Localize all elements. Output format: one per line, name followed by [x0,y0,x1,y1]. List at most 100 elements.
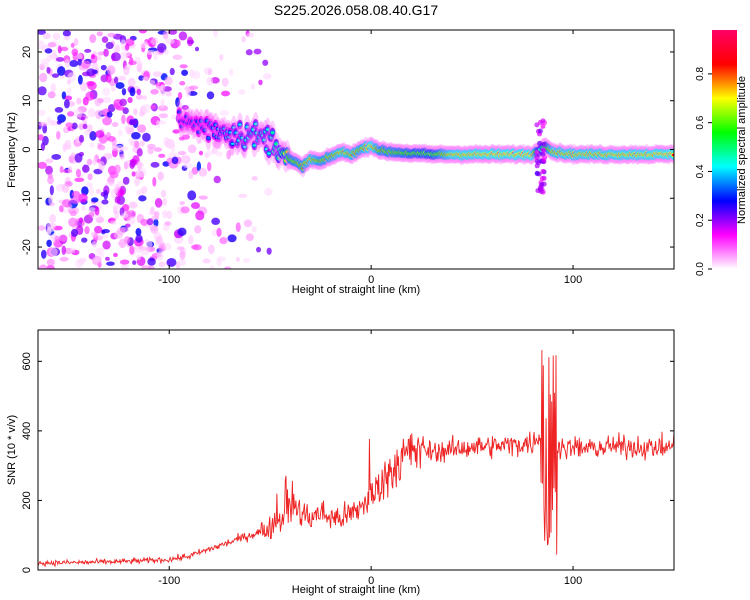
spectrogram-spread-blob [537,128,543,134]
spectrogram-noise-blob [154,197,163,208]
spectrogram-noise-blob [142,103,151,114]
spectrogram-noise-blob [38,225,46,231]
spectrogram-noise-blob [74,153,83,163]
spectrogram-noise-blob [198,167,208,177]
spectrogram-noise-blob [126,216,136,225]
spectrogram-noise-blob [227,234,237,243]
spectrogram-noise-blob [165,91,173,97]
spectrogram-noise-blob [71,48,79,56]
spectrogram-ridge-peak [240,136,245,140]
spectrogram-noise-blob [135,227,142,237]
spectrogram-noise-blob [38,109,46,116]
spectrogram-noise-blob [179,64,188,69]
spectrogram-noise-blob [103,189,109,200]
spectrogram-noise-blob [117,75,127,81]
colorbar-tick-label: 0.2 [695,213,706,227]
spectrogram-noise-blob [238,193,248,199]
spectrogram-noise-blob [66,79,72,85]
spectrogram-noise-blob [132,260,137,265]
spectrogram-noise-blob [243,219,253,228]
spectrogram-noise-blob [177,150,187,156]
spectrogram-noise-blob [95,109,102,120]
spectrogram-noise-blob [162,198,168,206]
spectrogram-noise-blob [151,215,160,221]
spectrogram-noise-blob [136,247,142,254]
spectrogram-noise-blob [153,147,163,152]
spectrogram-noise-blob [87,81,97,91]
spectrogram-noise-blob [163,243,172,251]
spectrogram-noise-blob [142,76,149,81]
spectrogram-noise-blob [74,177,85,183]
spectrogram-noise-blob [120,39,127,47]
x-tick-label: 100 [564,575,582,587]
spectrogram-spread-blob [540,118,546,124]
spectrogram-ridge-peak [253,122,258,126]
spectrogram-noise-blob [84,226,90,235]
spectrogram-noise-blob [127,97,133,104]
spectrogram-noise-blob [47,176,54,185]
spectrogram-noise-blob [166,210,173,220]
spectrogram-noise-blob [179,250,186,260]
spectrogram-noise-blob [202,258,211,264]
spectrogram-ridge-peak [206,136,211,140]
spectrogram-noise-blob [138,195,147,202]
spectrogram-noise-blob [187,190,197,201]
spectrogram-noise-blob [80,60,91,69]
spectrogram-noise-blob [235,222,241,233]
spectrogram-noise-blob [47,91,56,99]
spectrogram-noise-blob [38,134,44,141]
snr-x-label: Height of straight line (km) [292,584,420,596]
spectrogram-noise-blob [95,188,102,195]
spectrogram-noise-blob [150,89,159,95]
spectrogram-noise-blob [189,85,199,90]
spectrogram-noise-blob [135,94,143,100]
spectrogram-noise-blob [91,255,102,266]
spectrogram-noise-blob [79,134,85,143]
spectrogram-noise-blob [76,53,83,60]
spectrogram-noise-blob [253,48,262,55]
spectrogram-noise-blob [108,266,114,269]
spectrogram-noise-blob [58,234,68,242]
spectrogram-spread-blob [534,150,540,156]
spectrogram-noise-blob [39,72,48,83]
spectrogram-noise-blob [54,106,64,113]
spectrogram-ridge-peak [671,153,674,157]
spectrogram-noise-blob [188,69,195,79]
spectrogram-noise-blob [129,160,135,170]
spectrogram-noise-blob [64,247,73,255]
spectrogram-noise-blob [160,189,167,198]
spectrogram-noise-blob [172,54,183,60]
x-tick-label: -100 [158,575,180,587]
y-tick-label: 600 [21,352,33,370]
spectrogram-heatmap [38,30,674,269]
spectrogram-noise-blob [179,200,185,206]
spectrogram-noise-blob [194,46,200,52]
spectrogram-noise-blob [187,39,195,45]
colorbar-ticks: 0.0 0.2 0.4 0.6 0.8 [695,67,712,276]
spectrogram-noise-blob [61,183,70,193]
spectrogram-noise-blob [136,148,143,157]
snr-panel: -100 0 100 0 200 400 600 Height of straight l… [6,329,675,596]
spectrogram-noise-blob [86,68,96,77]
spectrogram-ridge-peak [234,131,239,134]
spectrogram-noise-blob [163,49,169,55]
spectrogram-noise-blob [67,111,75,117]
spectrogram-noise-blob [224,266,232,269]
spectrogram-noise-blob [97,51,106,56]
spectrogram-noise-blob [106,111,113,118]
spectrogram-noise-blob [129,245,135,255]
spectrogram-spread-blob [534,163,540,169]
spectrogram-noise-blob [187,144,197,154]
spectrogram-noise-blob [121,146,129,151]
spectrogram-noise-blob [137,124,147,133]
spectrogram-noise-blob [207,68,212,75]
spectrogram-noise-blob [188,170,194,180]
spectrogram-noise-blob [106,261,115,266]
spectrogram-noise-blob [63,36,69,41]
spectrogram-noise-blob [241,36,246,43]
spectrogram-noise-blob [77,74,83,85]
spectrogram-noise-blob [102,87,111,96]
spectrogram-noise-blob [140,218,148,226]
spectrogram-spread-blob [540,123,546,129]
colorbar-gradient [712,30,737,269]
